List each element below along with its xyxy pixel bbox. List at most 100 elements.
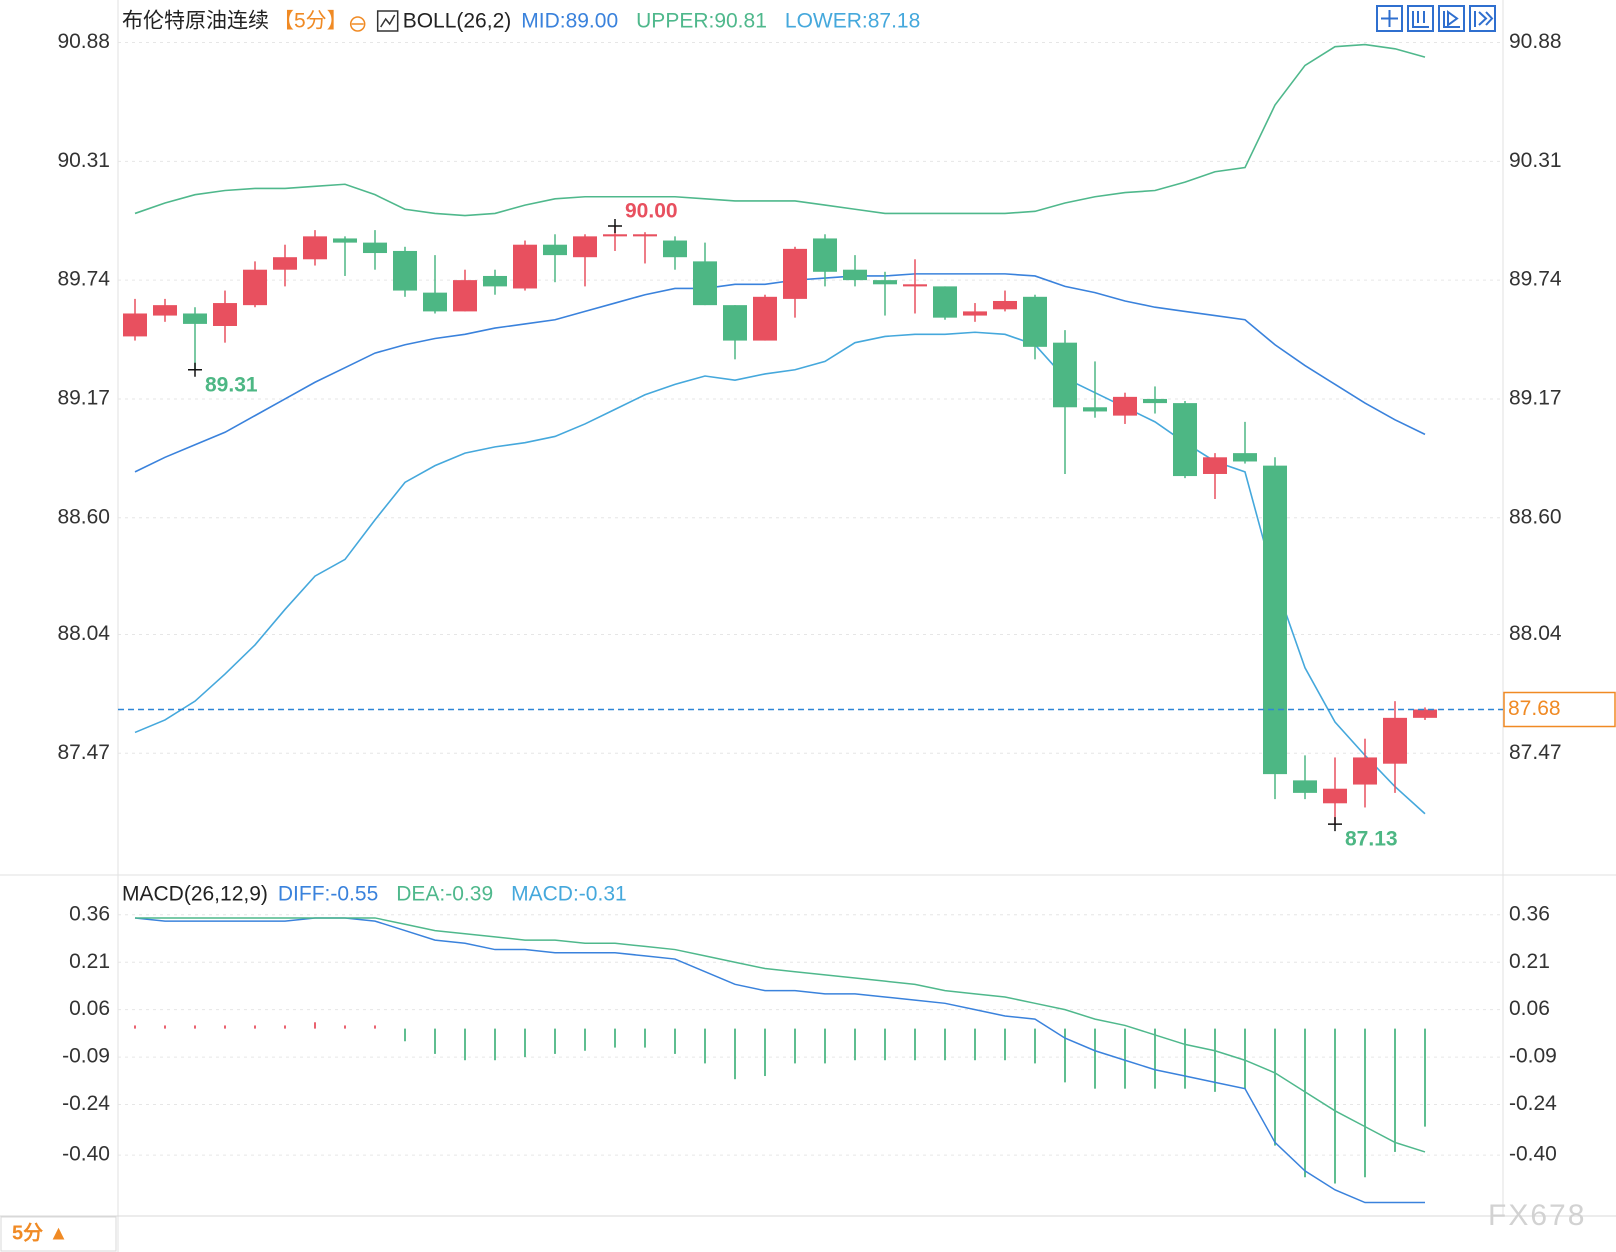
candle-body bbox=[273, 257, 297, 270]
candle-body bbox=[903, 284, 927, 287]
instrument-title: 布伦特原油连续 bbox=[122, 10, 269, 33]
macd-panel: 0.36 0.36 0.21 0.21 0.06 0.06 -0.09 -0.09 -0.24 -… bbox=[62, 902, 1557, 1204]
y-tick-label-right: 89.17 bbox=[1509, 386, 1562, 409]
indicator-line bbox=[134, 273, 1426, 473]
tool-icon bbox=[1474, 11, 1494, 27]
candle-body bbox=[1023, 296, 1047, 347]
legend-entry: MID:89.00 bbox=[521, 10, 618, 33]
y-tick-label-left: 90.88 bbox=[57, 30, 110, 53]
y-tick-label-right: 90.88 bbox=[1509, 30, 1562, 53]
candle-body bbox=[183, 313, 207, 324]
y-tick-label-right: -0.24 bbox=[1509, 1092, 1557, 1115]
y-tick-label-right: 0.36 bbox=[1509, 902, 1550, 925]
candle-body bbox=[153, 305, 177, 316]
candle-body bbox=[1083, 407, 1107, 412]
candle-body bbox=[1263, 465, 1287, 775]
candle-body bbox=[573, 236, 597, 258]
candle-body bbox=[1113, 396, 1137, 416]
extreme-label: 87.13 bbox=[1345, 828, 1398, 851]
candle-body bbox=[1053, 342, 1077, 408]
candle-body bbox=[873, 280, 897, 285]
period-label: 【5分】 bbox=[273, 10, 348, 33]
candle-body bbox=[1143, 398, 1167, 404]
y-tick-label-right: -0.09 bbox=[1509, 1045, 1557, 1068]
tool-icon bbox=[1443, 10, 1460, 28]
y-tick-label-right: -0.40 bbox=[1509, 1143, 1557, 1166]
candle-body bbox=[423, 292, 447, 312]
candle-body bbox=[123, 313, 147, 337]
legend-entry: DEA:-0.39 bbox=[396, 883, 493, 906]
candle-body bbox=[453, 280, 477, 312]
candle-body bbox=[933, 286, 957, 318]
legend-entry: MACD:-0.31 bbox=[511, 883, 627, 906]
legend-entry: DIFF:-0.55 bbox=[278, 883, 378, 906]
y-tick-label-right: 87.47 bbox=[1509, 741, 1562, 764]
candle-body bbox=[1323, 788, 1347, 804]
candle-body bbox=[333, 238, 357, 243]
price-panel: 90.88 90.88 90.31 90.31 89.74 89.74 89.17 89.17… bbox=[57, 30, 1616, 851]
indicator-label: MACD(26,12,9) bbox=[122, 883, 268, 906]
y-tick-label-right: 0.06 bbox=[1509, 997, 1550, 1020]
y-tick-label-left: 89.74 bbox=[57, 268, 110, 291]
last-price-label: 87.68 bbox=[1508, 697, 1561, 720]
period-button[interactable] bbox=[0, 1216, 117, 1252]
legend-entry: LOWER:87.18 bbox=[785, 10, 920, 33]
extreme-label: 90.00 bbox=[625, 199, 678, 222]
candle-body bbox=[603, 234, 627, 237]
period-icon bbox=[349, 16, 366, 32]
indicator-line bbox=[134, 43, 1426, 217]
extreme-marker bbox=[608, 218, 622, 233]
tool-icon bbox=[1381, 10, 1398, 27]
indicator-label: BOLL(26,2) bbox=[403, 10, 512, 33]
candle-body bbox=[633, 234, 657, 237]
candle-body bbox=[1413, 709, 1437, 718]
extreme-marker bbox=[188, 362, 202, 377]
extreme-marker bbox=[1328, 817, 1342, 832]
y-tick-label-left: 0.36 bbox=[69, 902, 110, 925]
y-tick-label-left: 88.60 bbox=[57, 505, 110, 528]
candle-body bbox=[1293, 780, 1317, 793]
candle-body bbox=[513, 244, 537, 289]
candle-body bbox=[993, 300, 1017, 310]
indicator-icon bbox=[376, 10, 399, 32]
candle-body bbox=[783, 248, 807, 299]
y-tick-label-left: 0.21 bbox=[69, 950, 110, 973]
candle-body bbox=[813, 238, 837, 272]
toolbar bbox=[1376, 5, 1496, 32]
period-button-label[interactable]: 5分 ▲ bbox=[12, 1221, 68, 1244]
candle-body bbox=[693, 261, 717, 306]
candle-body bbox=[753, 296, 777, 341]
candle-body bbox=[1233, 453, 1257, 462]
indicator-line bbox=[135, 917, 1426, 1153]
tool-icon bbox=[1412, 11, 1429, 28]
y-tick-label-right: 0.21 bbox=[1509, 950, 1550, 973]
y-tick-label-left: 0.06 bbox=[69, 997, 110, 1020]
candle-body bbox=[363, 242, 387, 254]
candle-body bbox=[963, 311, 987, 316]
watermark: FX678 bbox=[1488, 1199, 1586, 1232]
candle-body bbox=[303, 236, 327, 260]
candle-body bbox=[483, 275, 507, 287]
y-tick-label-right: 88.04 bbox=[1509, 622, 1562, 645]
y-tick-label-left: -0.09 bbox=[62, 1045, 110, 1068]
candle-body bbox=[1203, 457, 1227, 474]
candle-body bbox=[843, 269, 867, 281]
candle-body bbox=[243, 269, 267, 306]
candle-body bbox=[213, 303, 237, 326]
y-tick-label-left: 88.04 bbox=[57, 622, 110, 645]
y-tick-label-left: -0.24 bbox=[62, 1092, 110, 1115]
candle-body bbox=[393, 250, 417, 291]
y-tick-label-left: 87.47 bbox=[57, 741, 110, 764]
extreme-label: 89.31 bbox=[205, 373, 258, 396]
y-tick-label-left: -0.40 bbox=[62, 1143, 110, 1166]
last-price-box bbox=[1503, 691, 1616, 728]
candle-body bbox=[1353, 757, 1377, 785]
y-tick-label-right: 88.60 bbox=[1509, 505, 1562, 528]
y-tick-label-left: 90.31 bbox=[57, 149, 110, 172]
y-tick-label-right: 89.74 bbox=[1509, 268, 1562, 291]
candle-body bbox=[1173, 403, 1197, 477]
indicator-icon bbox=[380, 14, 396, 28]
legend-entry: UPPER:90.81 bbox=[636, 10, 767, 33]
